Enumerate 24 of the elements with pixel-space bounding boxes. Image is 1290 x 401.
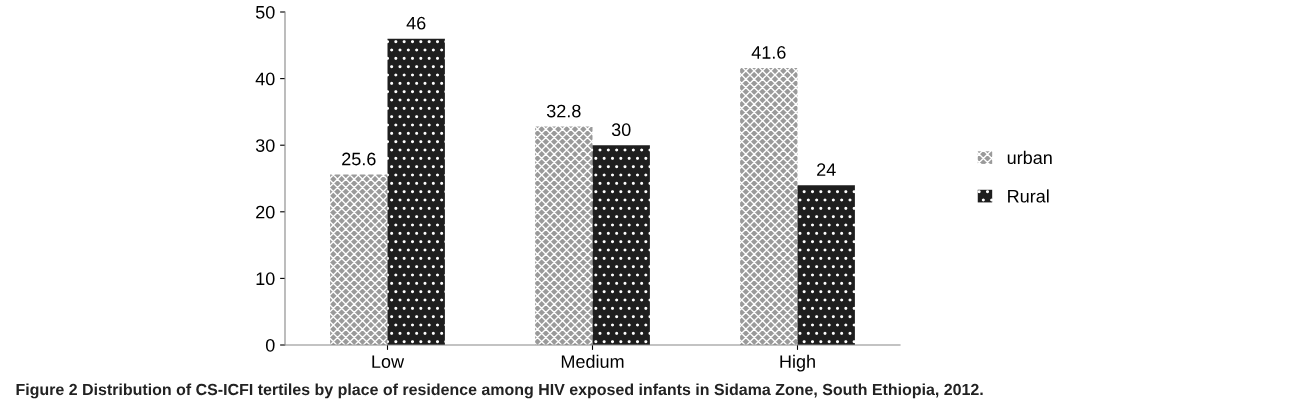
caption: Figure 2 Distribution of CS-ICFI tertiles by place of residence among HIV exposed infants in Sidama Zone, South Ethiopia, 2012. xyxy=(16,383,983,399)
bar xyxy=(740,67,798,345)
y-tick-label: 30 xyxy=(255,139,275,152)
y-tick-label: 10 xyxy=(256,272,275,286)
data-label: 30 xyxy=(611,123,631,137)
x-tick-label: Medium xyxy=(561,354,624,368)
bar xyxy=(330,174,388,345)
y-tick-label: 50 xyxy=(255,5,275,19)
y-tick-label: 40 xyxy=(255,72,275,86)
y-tick-label: 0 xyxy=(265,338,275,352)
data-label: 32.8 xyxy=(546,104,581,118)
data-label: 24 xyxy=(817,163,836,176)
bar xyxy=(387,38,445,345)
data-label: 41.6 xyxy=(751,46,786,59)
data-label: 46 xyxy=(406,16,426,30)
legend-label: urban xyxy=(1007,150,1052,165)
bar xyxy=(535,126,593,345)
legend-label: Rural xyxy=(1008,189,1049,203)
x-tick-label: High xyxy=(780,354,815,372)
bar xyxy=(797,185,855,345)
x-tick-label: Low xyxy=(372,355,405,368)
y-tick-label: 20 xyxy=(256,205,275,219)
data-label: 25.6 xyxy=(342,152,376,166)
bar xyxy=(592,145,650,345)
